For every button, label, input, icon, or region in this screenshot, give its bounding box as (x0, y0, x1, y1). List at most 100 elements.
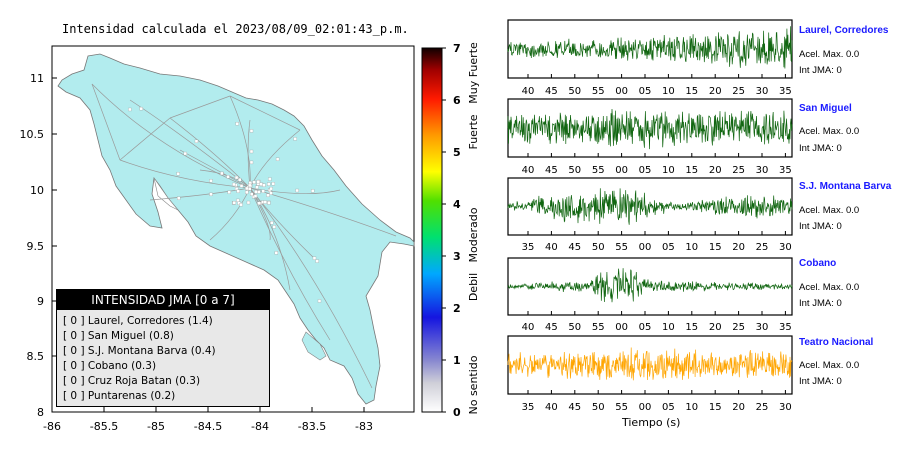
trace-tick-label: 35 (522, 242, 535, 253)
map-x-tick-label: -84 (251, 420, 269, 433)
map-y-tick-label: 8.5 (27, 350, 45, 363)
trace-tick-label: 00 (639, 242, 652, 253)
station-name-san-miguel: San Miguel (799, 103, 852, 114)
trace-tick-label: 50 (592, 402, 605, 413)
legend-list: [ 0 ] Laurel, Corredores (1.4) [ 0 ] San… (57, 310, 269, 404)
legend-item: [ 0 ] Cruz Roja Batan (0.3) (63, 375, 201, 387)
station-jma: Int JMA: 0 (799, 143, 842, 154)
trace-tick-label: 35 (522, 402, 535, 413)
trace-tick-label: 40 (545, 402, 558, 413)
station-accel: Acel. Max. 0.0 (799, 205, 860, 216)
station-accel: Acel. Max. 0.0 (799, 360, 860, 371)
trace-tick-label: 50 (568, 322, 581, 333)
colorbar-tick-label: 2 (453, 302, 461, 315)
town-markers (128, 106, 322, 303)
trace-tick-label: 40 (522, 165, 535, 176)
map-x-tick-label: -84.5 (194, 420, 222, 433)
map-y-tick-label: 10.5 (20, 128, 45, 141)
map-y-axis: 11 10.5 10 9.5 9 8.5 8 (20, 72, 57, 419)
osa-peninsula-outline (301, 331, 327, 361)
colorbar-label: Muy Fuerte (467, 42, 480, 104)
station-name-cobano: Cobano (799, 258, 837, 269)
trace-waveform (507, 268, 793, 303)
trace-tick-label: 00 (639, 402, 652, 413)
legend-item: [ 0 ] Laurel, Corredores (1.4) (63, 315, 213, 327)
trace-tick-label: 10 (685, 242, 698, 253)
trace-tick-label: 55 (592, 86, 605, 97)
colorbar-tick-label: 4 (453, 198, 461, 211)
colorbar-tick-label: 6 (453, 94, 461, 107)
trace-tick-label: 55 (615, 402, 628, 413)
trace-waveform (507, 347, 793, 381)
colorbar-tick-label: 5 (453, 146, 461, 159)
colorbar-scale (421, 47, 443, 413)
map-title: Intensidad calculada el 2023/08/09_02:01… (62, 22, 409, 36)
colorbar-label: Moderado (467, 207, 480, 262)
trace-tick-label: 50 (568, 86, 581, 97)
trace-tick-label: 00 (615, 165, 628, 176)
map-y-tick-label: 10 (30, 184, 44, 197)
trace-waveform (507, 188, 793, 225)
trace-tick-label: 35 (779, 322, 792, 333)
trace-tick-label: 50 (592, 242, 605, 253)
costa-rica-land (57, 53, 415, 405)
map-x-tick-label: -85.5 (90, 420, 118, 433)
trace-tick-label: 40 (522, 86, 535, 97)
legend-item: [ 0 ] S.J. Montana Barva (0.4) (63, 345, 216, 357)
colorbar-tick-label: 7 (453, 42, 461, 55)
legend-item: [ 0 ] San Miguel (0.8) (63, 330, 174, 342)
nicoya-gulf (153, 177, 179, 211)
station-name-teatro-nacional: Teatro Nacional (799, 337, 874, 348)
trace-tick-label: 20 (709, 86, 722, 97)
station-jma: Int JMA: 0 (799, 65, 842, 76)
trace-tick-label: 25 (756, 242, 769, 253)
time-axis-label: Tiempo (s) (622, 416, 681, 429)
trace-tick-label: 05 (662, 242, 675, 253)
station-jma: Int JMA: 0 (799, 221, 842, 232)
map-x-axis: -86 -85.5 -85 -84.5 -84 -83.5 -83 (43, 407, 373, 433)
map-x-tick-label: -86 (43, 420, 61, 433)
trace-tick-label: 55 (615, 242, 628, 253)
seismogram-trace: 35 40 45 50 55 00 05 10 15 20 25 30 (507, 177, 793, 253)
trace-tick-label: 25 (732, 322, 745, 333)
trace-tick-label: 15 (685, 322, 698, 333)
trace-tick-label: 45 (545, 86, 558, 97)
trace-tick-label: 30 (779, 242, 792, 253)
trace-tick-label: 35 (779, 86, 792, 97)
trace-tick-label: 25 (732, 86, 745, 97)
legend-item: [ 0 ] Puntarenas (0.2) (63, 390, 176, 402)
intensity-colorbar: 0 1 2 3 4 5 6 7 No sentido Debil Moderado Fuerte Mu… (421, 42, 480, 419)
trace-tick-label: 20 (709, 165, 722, 176)
map-y-tick-label: 8 (37, 406, 44, 419)
trace-tick-label: 00 (615, 86, 628, 97)
colorbar-label: Fuerte (467, 114, 480, 149)
trace-tick-label: 20 (732, 402, 745, 413)
map-y-tick-label: 9 (37, 295, 44, 308)
trace-tick-label: 10 (662, 322, 675, 333)
colorbar-tick-label: 1 (453, 354, 461, 367)
trace-tick-label: 10 (685, 402, 698, 413)
station-jma: Int JMA: 0 (799, 298, 842, 309)
trace-tick-label: 50 (568, 165, 581, 176)
seismogram-trace: 40 45 50 55 00 05 10 15 20 25 30 35 (507, 257, 793, 333)
trace-tick-label: 15 (685, 86, 698, 97)
trace-tick-label: 55 (592, 165, 605, 176)
station-name-montana-barva: S.J. Montana Barva (799, 181, 892, 192)
station-accel: Acel. Max. 0.0 (799, 282, 860, 293)
trace-tick-label: 40 (545, 242, 558, 253)
trace-tick-label: 10 (662, 86, 675, 97)
trace-tick-label: 05 (662, 402, 675, 413)
trace-tick-label: 35 (779, 165, 792, 176)
trace-tick-label: 30 (756, 165, 769, 176)
trace-tick-label: 20 (709, 322, 722, 333)
seismogram-trace: 40 45 50 55 00 05 10 15 20 25 30 35 (507, 19, 793, 97)
station-name-laurel: Laurel, Corredores (799, 25, 889, 36)
colorbar-ticks: 0 1 2 3 4 5 6 7 (442, 42, 461, 419)
trace-tick-label: 55 (592, 322, 605, 333)
map-x-tick-label: -85 (147, 420, 165, 433)
trace-tick-label: 00 (615, 322, 628, 333)
map-y-tick-label: 9.5 (27, 240, 45, 253)
colorbar-label: Debil (467, 273, 480, 301)
trace-tick-label: 20 (732, 242, 745, 253)
